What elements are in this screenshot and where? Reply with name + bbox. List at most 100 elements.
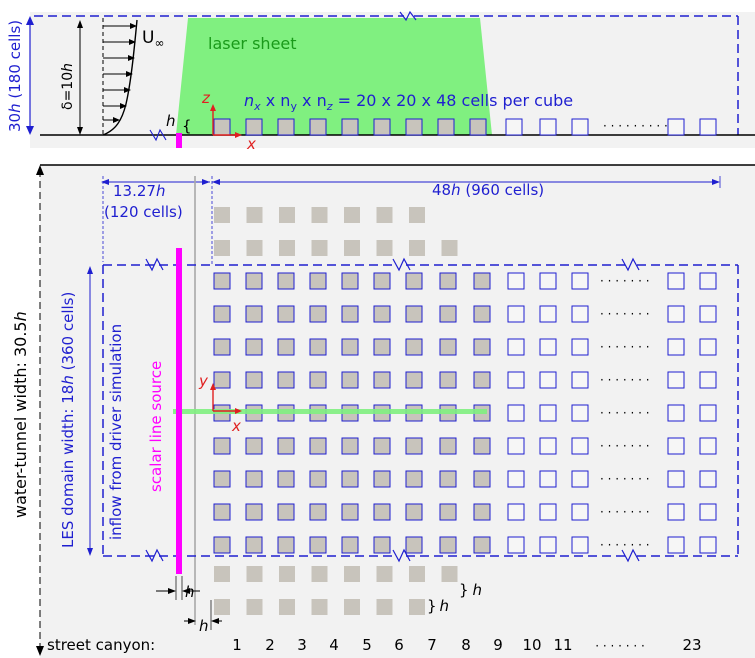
- les-cube: [309, 536, 327, 554]
- row-dots: · · · · · · ·: [600, 538, 650, 552]
- outer-cube: [376, 240, 393, 256]
- outer-cube: [311, 207, 328, 223]
- les-cube: [245, 338, 263, 356]
- les-cube: [699, 437, 717, 455]
- les-cube: [539, 536, 557, 554]
- outer-cube: [279, 207, 295, 223]
- les-cube: [699, 536, 717, 554]
- plan-axes: [210, 383, 242, 414]
- les-cube: [213, 437, 231, 455]
- les-cube: [341, 503, 359, 521]
- street-canyon-number: 3: [297, 636, 307, 654]
- les-cube: [277, 470, 295, 488]
- les-cube: [439, 470, 457, 488]
- outer-cube: [344, 599, 360, 615]
- les-cube: [473, 437, 491, 455]
- les-cube: [473, 338, 491, 356]
- side-cube: [571, 118, 589, 136]
- street-canyon-number: 11: [553, 636, 572, 654]
- les-cube: [373, 371, 391, 389]
- les-cube: [405, 470, 423, 488]
- les-cube: [439, 338, 457, 356]
- laser-sheet-label: laser sheet: [208, 34, 297, 53]
- les-cube: [473, 536, 491, 554]
- les-cube: [309, 272, 327, 290]
- les-cube: [245, 536, 263, 554]
- outer-cube: [279, 599, 295, 615]
- outer-cube: [279, 566, 295, 582]
- les-cube: [507, 470, 525, 488]
- les-cube: [473, 470, 491, 488]
- les-cube: [213, 305, 231, 323]
- velocity-arrowhead: [129, 39, 136, 45]
- les-cube: [405, 305, 423, 323]
- outer-cube: [214, 566, 230, 582]
- cube-array-dots: · · · · · · · · · · · · · · · · · · · · · ·…: [600, 274, 650, 552]
- outer-cube: [214, 207, 230, 223]
- inflow-cells-label: (120 cells): [104, 203, 183, 221]
- row-dots: · · · · · · ·: [600, 307, 650, 321]
- street-canyon-number: · · · · · · ·: [595, 639, 645, 653]
- les-cube: [309, 371, 327, 389]
- les-cube: [473, 305, 491, 323]
- les-cube: [309, 470, 327, 488]
- side-cube: [309, 118, 327, 136]
- les-cube: [277, 272, 295, 290]
- les-cube: [667, 536, 685, 554]
- outer-cube: [246, 566, 263, 582]
- les-cube: [667, 371, 685, 389]
- row-dots: · · · · · · ·: [600, 439, 650, 453]
- les-cube: [507, 437, 525, 455]
- les-cube: [667, 404, 685, 422]
- les-cube: [571, 305, 589, 323]
- outer-cube: [279, 240, 295, 256]
- les-cube: [245, 305, 263, 323]
- laser-sheet-trace: [173, 409, 487, 414]
- les-cube: [571, 437, 589, 455]
- street-canyon-number: 5: [362, 636, 372, 654]
- les-cube: [571, 536, 589, 554]
- outer-cube: [409, 566, 425, 582]
- les-cube: [439, 305, 457, 323]
- les-cube: [277, 437, 295, 455]
- row-dots: · · · · · · ·: [600, 340, 650, 354]
- les-cube: [507, 371, 525, 389]
- les-cube: [699, 305, 717, 323]
- side-cube: [437, 118, 455, 136]
- laser-sheet: [176, 18, 492, 135]
- les-width-label: LES domain width: 18h (360 cells): [59, 292, 77, 548]
- cube-height-label: h: [166, 112, 176, 130]
- les-cube: [309, 503, 327, 521]
- side-height-dimension: [26, 16, 34, 135]
- tunnel-width-arrow-bottom: [36, 646, 44, 656]
- outer-cube: [311, 599, 328, 615]
- les-cube: [373, 305, 391, 323]
- les-cube: [571, 470, 589, 488]
- row-dots: · · · · · · ·: [600, 274, 650, 288]
- side-height-label: 30h (180 cells): [6, 20, 24, 132]
- gap-label-1: h: [185, 583, 195, 601]
- street-canyon-number: 2: [265, 636, 275, 654]
- side-dots: · · · · · · · · ·: [603, 119, 668, 133]
- les-cube: [539, 437, 557, 455]
- outer-cube: [441, 240, 458, 256]
- les-cube: [309, 338, 327, 356]
- les-cube: [699, 503, 717, 521]
- les-cube: [571, 371, 589, 389]
- les-cube: [667, 470, 685, 488]
- velocity-arrowhead: [124, 87, 131, 93]
- les-cube: [507, 305, 525, 323]
- inflow-driver-label: inflow from driver simulation: [107, 324, 125, 540]
- les-cube: [667, 437, 685, 455]
- les-cube: [277, 371, 295, 389]
- les-cube: [213, 272, 231, 290]
- les-cube: [507, 503, 525, 521]
- street-canyon-number: 10: [522, 636, 541, 654]
- les-cube: [373, 470, 391, 488]
- outer-cube: [344, 566, 360, 582]
- side-cube: [245, 118, 263, 136]
- les-cube: [571, 503, 589, 521]
- les-cube: [213, 536, 231, 554]
- les-cube: [667, 503, 685, 521]
- les-cube: [245, 272, 263, 290]
